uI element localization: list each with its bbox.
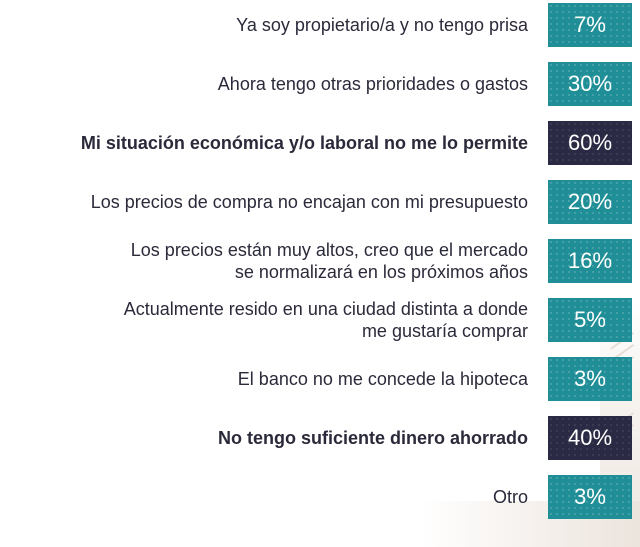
table-row: Los precios de compra no encajan con mi …: [0, 180, 640, 224]
value-badge: 20%: [548, 180, 632, 224]
table-row: Ya soy propietario/a y no tengo prisa 7%: [0, 3, 640, 47]
row-label: El banco no me concede la hipoteca: [237, 369, 528, 389]
value-badge: 40%: [548, 416, 632, 460]
row-label: Los precios de compra no encajan con mi …: [90, 192, 528, 212]
table-row: Ahora tengo otras prioridades o gastos 30…: [0, 62, 640, 106]
table-row: Mi situación económica y/o laboral no me…: [0, 121, 640, 165]
row-label: Otro: [492, 487, 528, 507]
row-label: Ya soy propietario/a y no tengo prisa: [236, 15, 528, 35]
value-badge: 16%: [548, 239, 632, 283]
row-label: No tengo suficiente dinero ahorrado: [217, 428, 528, 448]
table-row: Otro 3%: [0, 475, 640, 519]
value-badge: 7%: [548, 3, 632, 47]
value-badge: 3%: [548, 475, 632, 519]
row-label: Mi situación económica y/o laboral no me…: [80, 133, 528, 153]
value-badge: 60%: [548, 121, 632, 165]
value-badge: 30%: [548, 62, 632, 106]
table-row: Los precios están muy altos, creo que el…: [0, 239, 640, 283]
row-label: Actualmente resido en una ciudad distint…: [123, 299, 528, 341]
table-row: No tengo suficiente dinero ahorrado 40%: [0, 416, 640, 460]
value-badge: 5%: [548, 298, 632, 342]
table-row: Actualmente resido en una ciudad distint…: [0, 298, 640, 342]
table-row: El banco no me concede la hipoteca 3%: [0, 357, 640, 401]
value-badge: 3%: [548, 357, 632, 401]
row-label: Los precios están muy altos, creo que el…: [130, 240, 528, 282]
row-label: Ahora tengo otras prioridades o gastos: [217, 74, 528, 94]
